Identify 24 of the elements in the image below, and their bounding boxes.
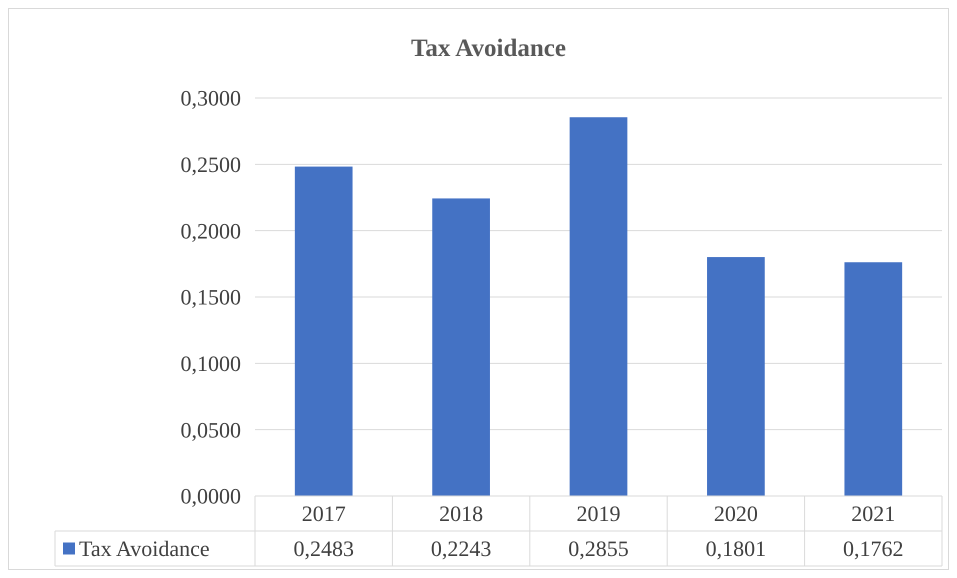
y-tick-label: 0,1500 [180,284,241,310]
chart-title: Tax Avoidance [411,35,566,62]
data-label: 0,2483 [293,536,354,562]
data-label: 0,1801 [706,536,766,562]
bar [844,262,902,496]
y-tick-label: 0,3000 [180,86,241,111]
x-tick-label: 2018 [439,501,484,526]
data-label: 0,1762 [843,536,904,562]
data-label: 0,2243 [430,536,492,562]
data-label: 0,2855 [568,536,629,562]
y-tick-label: 0,0500 [180,417,241,442]
y-tick-label: 0,2500 [180,152,241,178]
bar [570,117,628,496]
x-tick-label: 2021 [851,501,896,526]
x-tick-label: 2019 [576,501,620,526]
y-tick-label: 0,0000 [180,484,241,509]
bar [707,257,765,496]
x-tick-label: 2020 [714,501,758,526]
x-tick-label: 2017 [302,501,346,526]
y-tick-label: 0,2000 [180,218,241,244]
legend-label: Tax Avoidance [79,536,210,562]
bar [294,166,353,496]
y-tick-label: 0,1000 [180,351,241,376]
bar [432,198,490,496]
